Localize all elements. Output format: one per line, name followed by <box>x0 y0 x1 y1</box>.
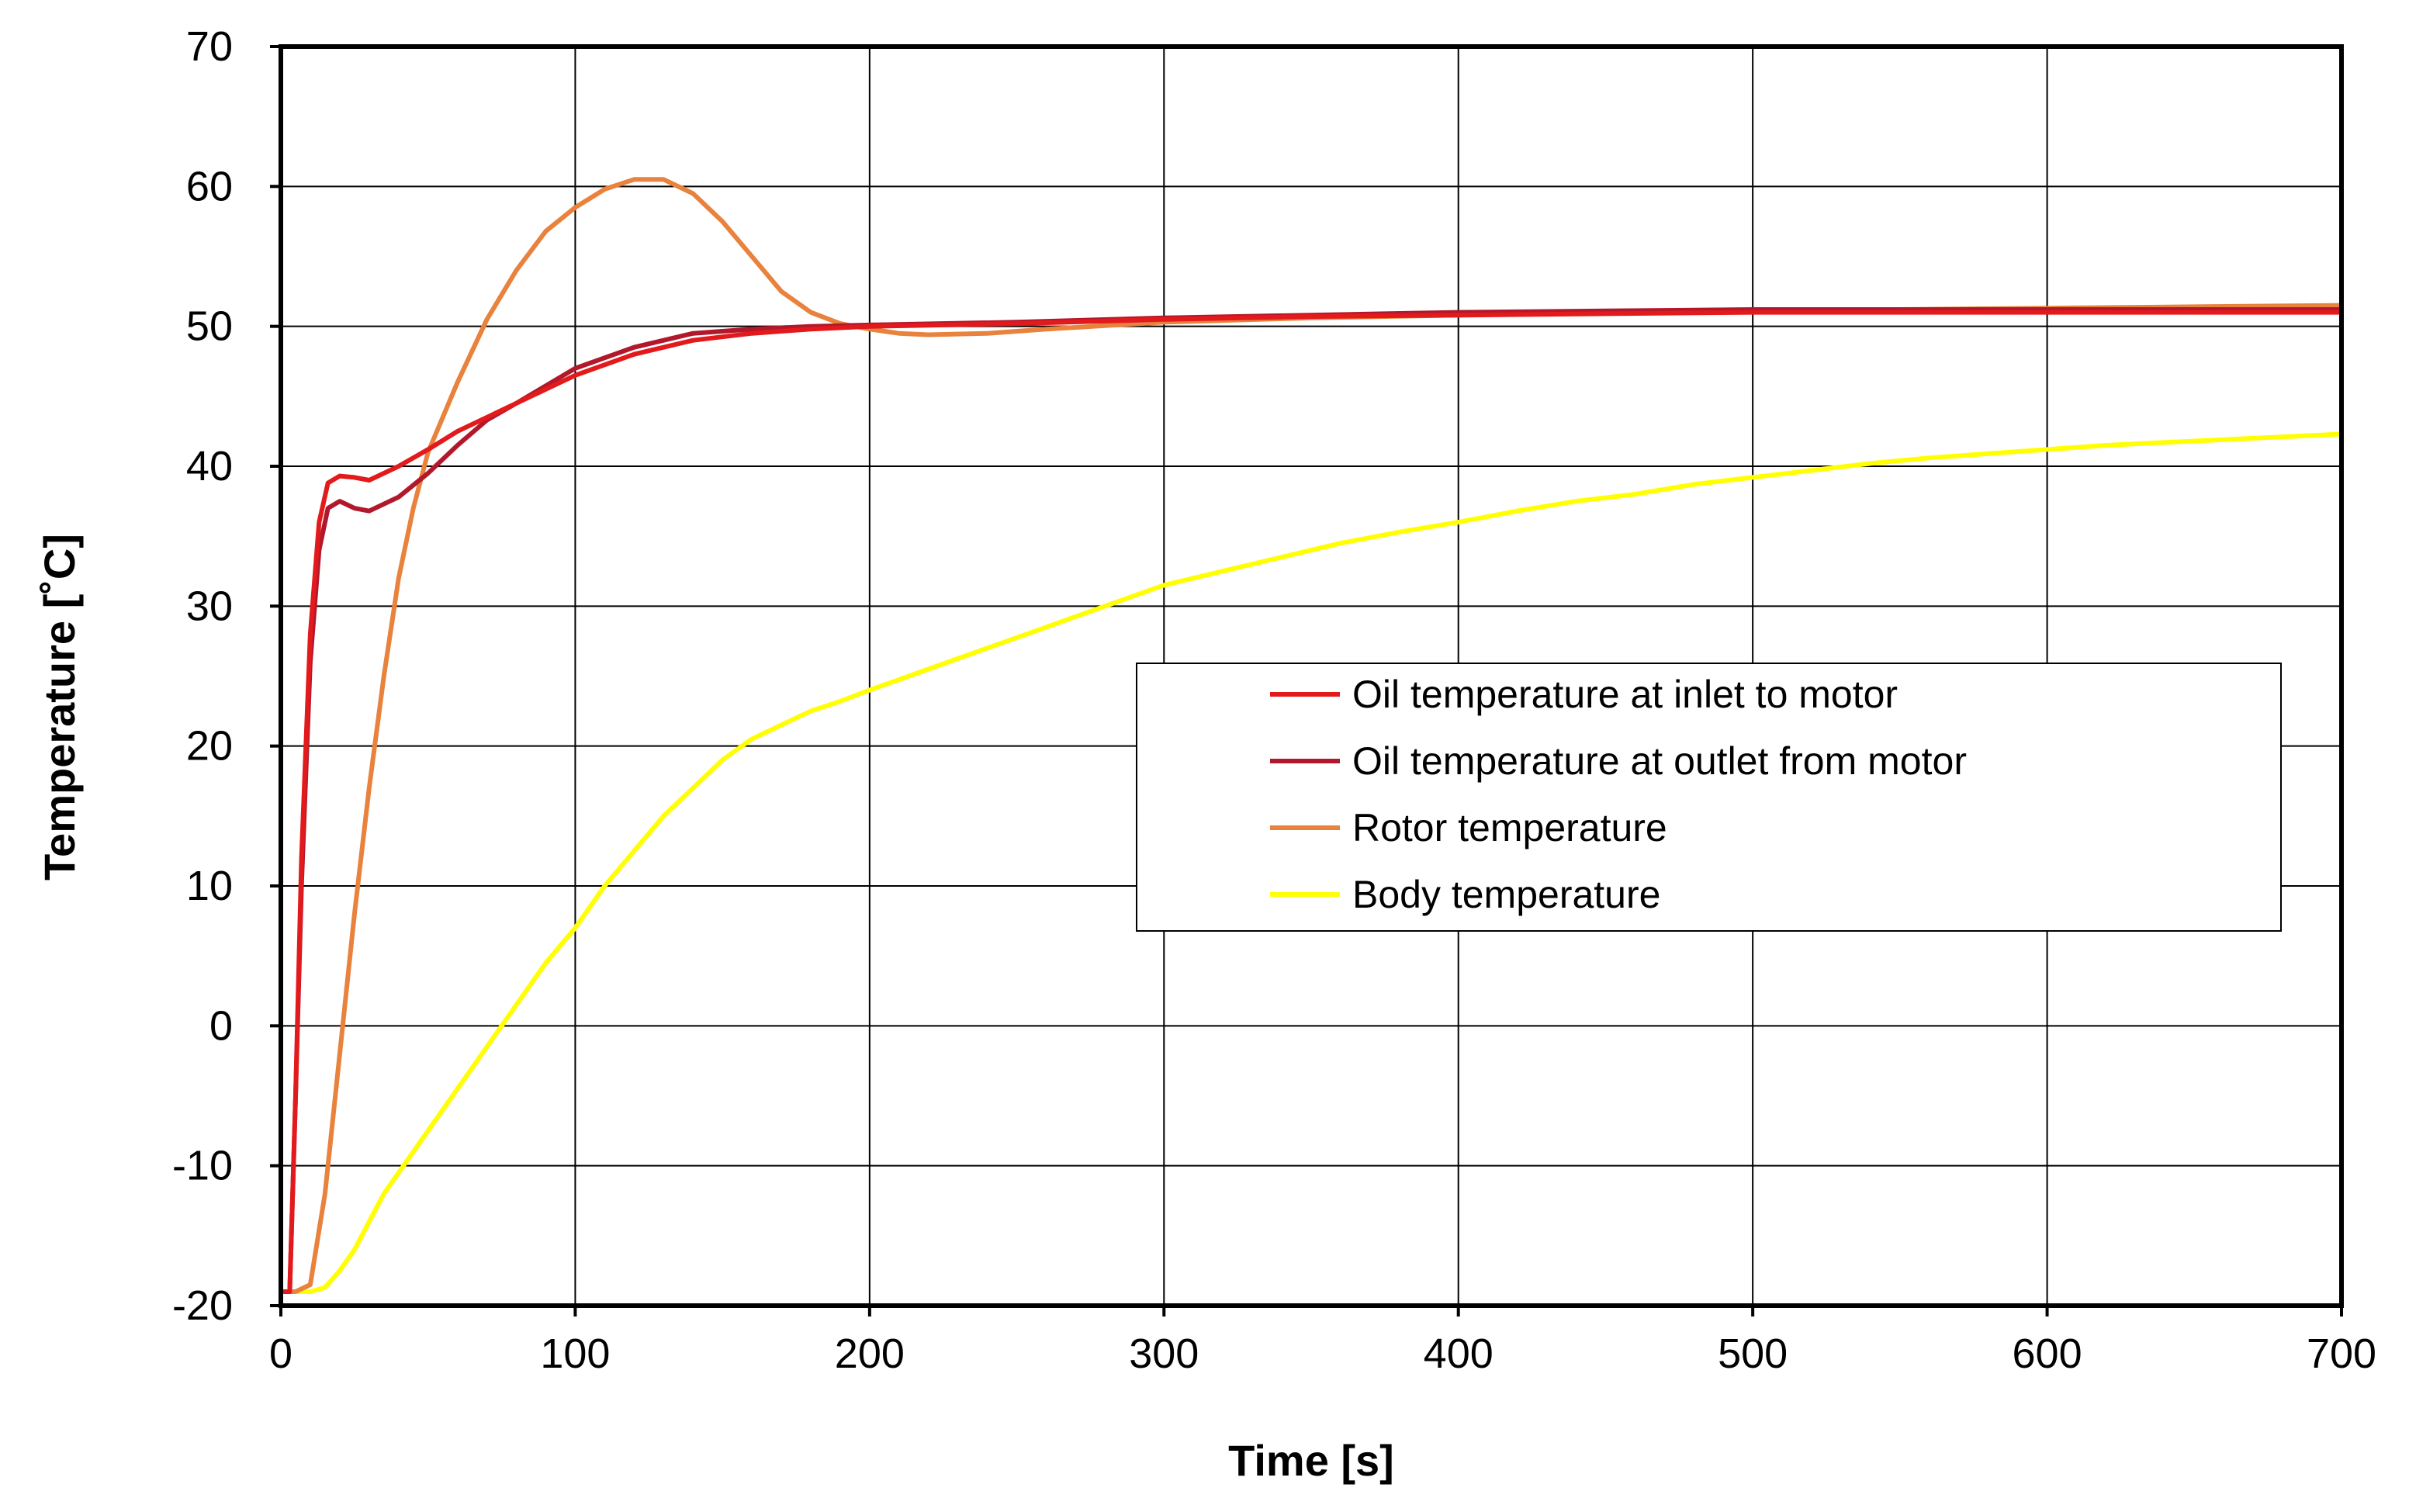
x-tick-label: 200 <box>835 1330 905 1377</box>
y-axis-label: Temperature [˚C] <box>35 534 84 881</box>
y-tick-label: 10 <box>186 863 233 909</box>
legend-label: Rotor temperature <box>1352 806 1667 849</box>
legend-label: Body temperature <box>1352 873 1660 916</box>
y-tick-label: -10 <box>172 1143 233 1189</box>
x-tick-label: 0 <box>269 1330 292 1377</box>
y-tick-label: 70 <box>186 23 233 70</box>
plot-frame <box>279 44 2344 1308</box>
y-tick-label: 20 <box>186 723 233 770</box>
y-tick-label: 50 <box>186 303 233 350</box>
x-tick-label: 300 <box>1129 1330 1199 1377</box>
legend-label: Oil temperature at outlet from motor <box>1352 739 1967 783</box>
x-tick-label: 100 <box>540 1330 610 1377</box>
x-ticks: 0 100 200 300 400 500 600 700 <box>269 1306 2376 1377</box>
y-tick-label: 60 <box>186 163 233 209</box>
series-group <box>279 177 2344 1294</box>
series-line-4 <box>279 431 2344 1294</box>
y-tick-label: 30 <box>186 583 233 629</box>
y-tick-label: -20 <box>172 1282 233 1329</box>
x-axis-label: Time [s] <box>1228 1436 1394 1485</box>
legend: Oil temperature at inlet to motor Oil tem… <box>1136 663 2282 932</box>
x-tick-label: 400 <box>1424 1330 1494 1377</box>
legend-box <box>1136 663 2282 932</box>
x-tick-label: 600 <box>2013 1330 2082 1377</box>
legend-label: Oil temperature at inlet to motor <box>1352 673 1898 716</box>
y-tick-label: 40 <box>186 443 233 490</box>
x-tick-label: 700 <box>2307 1330 2376 1377</box>
y-tick-label: 0 <box>209 1002 233 1049</box>
x-tick-label: 500 <box>1718 1330 1788 1377</box>
series-line-1 <box>279 310 2344 1294</box>
y-ticks: -20 -10 0 10 20 30 40 50 60 70 <box>172 23 281 1329</box>
